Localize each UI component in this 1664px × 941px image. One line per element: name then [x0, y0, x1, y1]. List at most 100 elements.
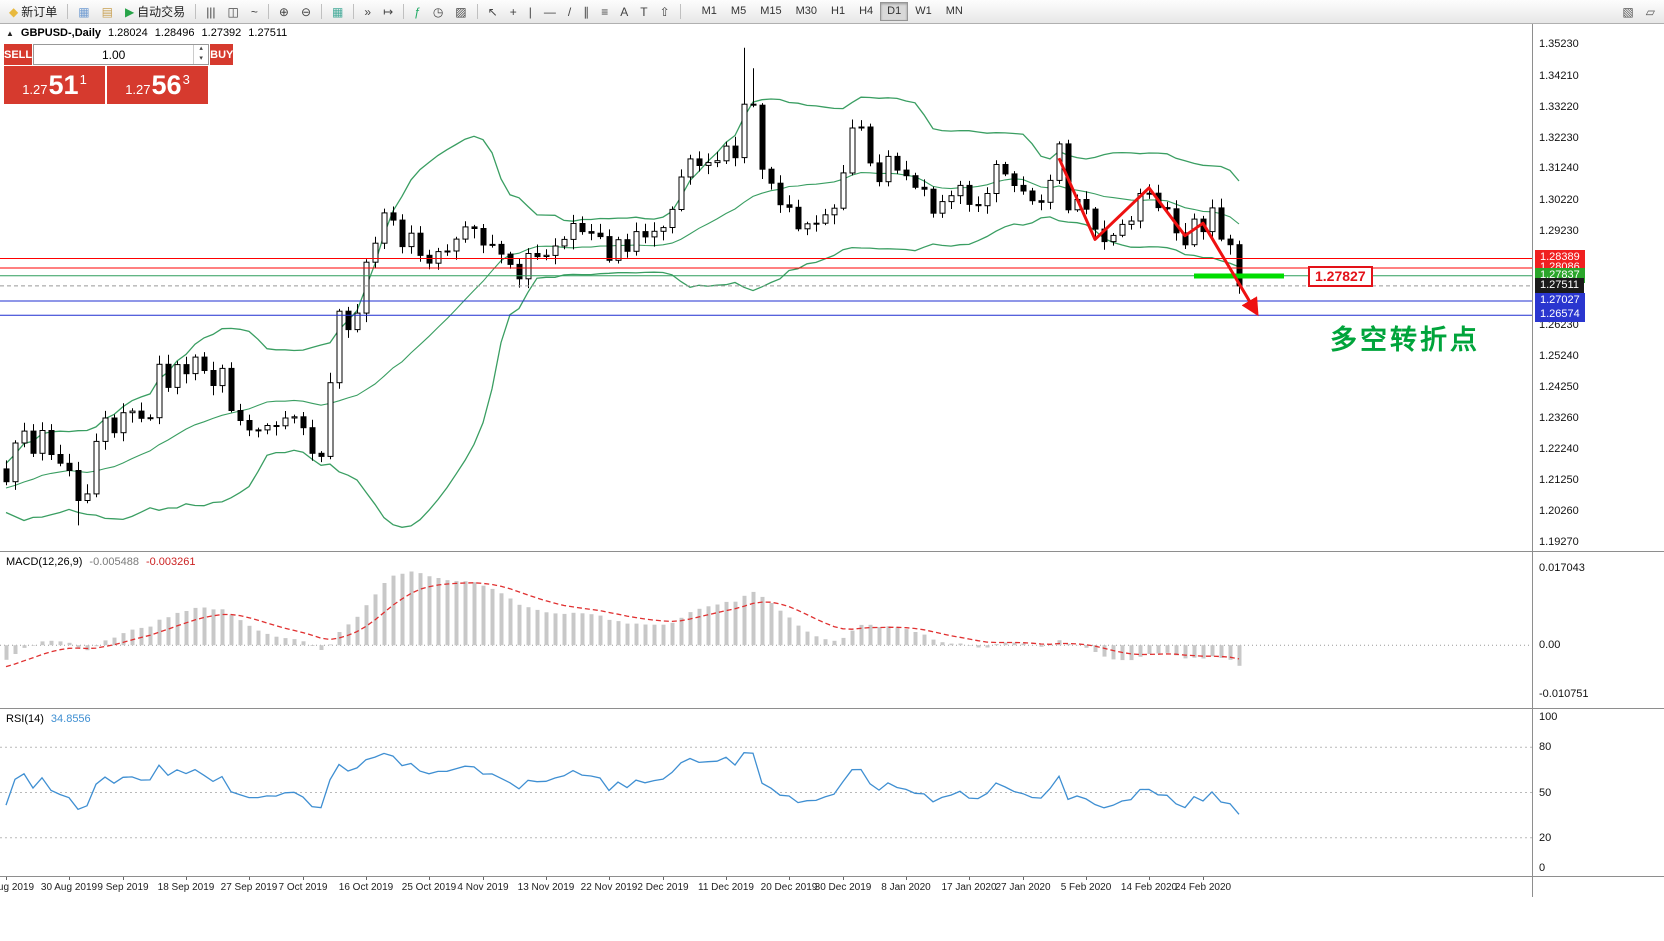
- price-axis-label: 1.23260: [1539, 412, 1579, 424]
- timeframe-m30-button[interactable]: M30: [795, 5, 817, 17]
- toolbar-separator: [267, 4, 269, 19]
- time-tick: [843, 877, 844, 880]
- toolbar-separator: [195, 4, 197, 19]
- price-axis[interactable]: 1.35230 1.34210 1.33220 1.32230 1.31240 1.302…: [1532, 24, 1664, 897]
- timeframe-m5-button[interactable]: M5: [730, 5, 747, 17]
- time-tick: [366, 877, 367, 880]
- one-click-collapse-icon[interactable]: ▲: [6, 28, 14, 38]
- crosshair-tool-button[interactable]: +: [505, 3, 522, 21]
- zoom-in-icon: ⊕: [278, 4, 289, 19]
- ask-prefix: 1.27: [125, 82, 151, 97]
- sell-price-button[interactable]: 1.27 51 1: [4, 66, 105, 104]
- profiles-icon: ▤: [101, 4, 113, 19]
- time-tick: [6, 877, 7, 880]
- price-axis-label: 1.22240: [1539, 443, 1579, 455]
- bollinger-lower-band: [5, 216, 1240, 528]
- volume-box: ▴ ▾: [33, 44, 210, 65]
- cascade-windows-icon: ▱: [1645, 4, 1655, 19]
- bar-chart-mode-button[interactable]: |||: [201, 3, 220, 21]
- time-tick: [69, 877, 70, 880]
- fibonacci-tool-button[interactable]: ≡: [596, 3, 613, 21]
- date-label: 21 Aug 2019: [0, 882, 35, 893]
- chart-shift-button[interactable]: ↦: [378, 3, 398, 21]
- channel-tool-button[interactable]: ∥: [578, 3, 594, 21]
- cascade-windows-button[interactable]: ▱: [1641, 3, 1660, 21]
- cursor-tool-button[interactable]: ↖: [483, 3, 503, 21]
- arrows-tool-icon: ⇧: [659, 4, 670, 19]
- buy-price-button[interactable]: 1.27 56 3: [107, 66, 208, 104]
- main-chart-canvas[interactable]: [0, 24, 1532, 551]
- autotrading-button[interactable]: ▶ 自动交易: [120, 0, 190, 23]
- turning-point-annotation[interactable]: 多空转折点: [1330, 325, 1480, 355]
- candlestick-mode-button[interactable]: ◫: [223, 3, 244, 21]
- rsi-value: 34.8556: [50, 713, 91, 725]
- rsi-panel-canvas[interactable]: [0, 709, 1532, 876]
- vertical-line-tool-button[interactable]: |: [524, 3, 537, 21]
- timeframe-m15-button[interactable]: M15: [760, 5, 782, 17]
- timeframe-h4-button[interactable]: H4: [859, 5, 874, 17]
- macd-panel-canvas[interactable]: [0, 552, 1532, 708]
- charts-window-button[interactable]: ▦: [73, 3, 94, 21]
- line-chart-mode-button[interactable]: ~: [246, 3, 263, 21]
- label-tool-button[interactable]: T: [635, 3, 652, 21]
- new-chart-window-button[interactable]: ▧: [1617, 3, 1638, 21]
- text-tool-button[interactable]: A: [615, 3, 633, 21]
- price-axis-label: 1.29230: [1539, 225, 1579, 237]
- price-axis-badge: 1.27511: [1535, 278, 1584, 293]
- templates-button[interactable]: ▨: [450, 3, 471, 21]
- time-tick: [663, 877, 664, 880]
- panel-separator-macd[interactable]: [0, 551, 1664, 552]
- date-label: 22 Nov 2019: [580, 882, 638, 893]
- rsi-name: RSI(14): [6, 713, 44, 725]
- high-value: 1.28496: [154, 27, 195, 39]
- toolbar-separator: [476, 4, 478, 19]
- timeframe-h1-button[interactable]: H1: [831, 5, 846, 17]
- buy-button[interactable]: BUY: [210, 44, 234, 65]
- date-label: 16 Oct 2019: [338, 882, 394, 893]
- date-label: 17 Jan 2020: [941, 882, 997, 893]
- bollinger-upper-band: [5, 96, 1240, 464]
- trendline-tool-button[interactable]: /: [563, 3, 576, 21]
- timeframe-w1-button[interactable]: W1: [915, 5, 932, 17]
- timeframe-mn-button[interactable]: MN: [945, 5, 963, 17]
- profiles-button[interactable]: ▤: [97, 3, 118, 21]
- low-value: 1.27392: [201, 27, 242, 39]
- indicators-list-button[interactable]: ƒ: [409, 3, 426, 21]
- periods-button[interactable]: ◷: [428, 3, 448, 21]
- volume-input[interactable]: [34, 45, 194, 64]
- date-label: 24 Feb 2020: [1174, 882, 1232, 893]
- price-level-label[interactable]: 1.27827: [1308, 266, 1373, 287]
- time-tick: [429, 877, 430, 880]
- trend-arrow[interactable]: [1057, 157, 1259, 317]
- chart-symbol-period: GBPUSD-,Daily: [20, 27, 101, 39]
- zoom-out-button[interactable]: ⊖: [296, 3, 316, 21]
- date-label: 9 Sep 2019: [97, 882, 149, 893]
- time-tick: [483, 877, 484, 880]
- macd-axis-label: -0.010751: [1539, 688, 1589, 700]
- panel-separator-timeaxis[interactable]: [0, 876, 1664, 877]
- zoom-in-button[interactable]: ⊕: [274, 3, 294, 21]
- rsi-axis-label: 20: [1539, 832, 1552, 844]
- time-tick: [969, 877, 970, 880]
- one-click-top-row: SELL ▴ ▾ BUY: [4, 44, 234, 65]
- price-axis-badge: 1.27027: [1535, 293, 1585, 308]
- auto-scroll-button[interactable]: »: [359, 3, 376, 21]
- timeframe-d1-button[interactable]: D1: [880, 2, 909, 21]
- volume-up-button[interactable]: ▴: [199, 45, 203, 52]
- time-tick: [1086, 877, 1087, 880]
- sell-button[interactable]: SELL: [4, 44, 33, 65]
- time-tick: [906, 877, 907, 880]
- tile-windows-button[interactable]: ▦: [327, 3, 348, 21]
- time-tick: [1023, 877, 1024, 880]
- toolbar-separator: [321, 4, 323, 19]
- new-order-button[interactable]: ◆ 新订单: [4, 0, 62, 23]
- arrows-tool-button[interactable]: ⇧: [655, 3, 675, 21]
- volume-down-button[interactable]: ▾: [199, 54, 203, 62]
- timeframe-m1-button[interactable]: M1: [701, 5, 717, 17]
- new-order-icon: ◆: [9, 4, 19, 19]
- panel-separator-rsi[interactable]: [0, 708, 1664, 709]
- rsi-header: RSI(14) 34.8556: [6, 713, 91, 725]
- toolbar-separator: [403, 4, 405, 19]
- horizontal-line-tool-button[interactable]: —: [539, 3, 561, 21]
